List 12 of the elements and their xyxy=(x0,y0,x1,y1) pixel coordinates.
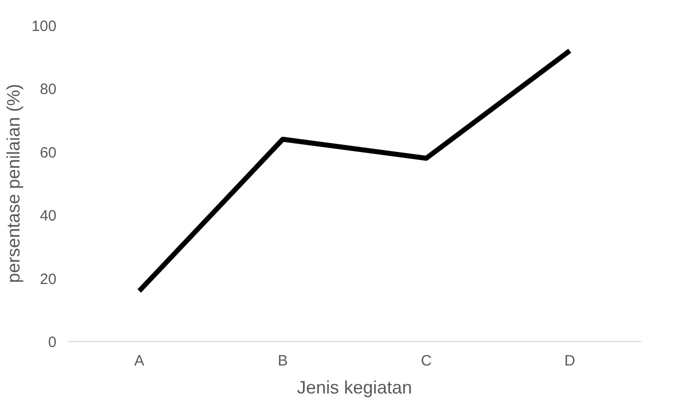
x-tick-label: D xyxy=(564,352,576,370)
x-tick-label: C xyxy=(420,352,432,370)
x-axis-title: Jenis kegiatan xyxy=(296,378,412,398)
x-tick-label: A xyxy=(134,352,144,370)
y-tick-label: 0 xyxy=(48,334,56,351)
x-tick-label: B xyxy=(278,352,288,370)
y-tick-label: 80 xyxy=(40,81,57,98)
y-tick-label: 40 xyxy=(40,208,57,225)
y-tick-label: 20 xyxy=(40,270,57,288)
y-tick-label: 60 xyxy=(40,144,57,162)
y-tick-label: 100 xyxy=(31,18,57,35)
y-axis-title: persentase penilaian (%) xyxy=(3,84,24,284)
